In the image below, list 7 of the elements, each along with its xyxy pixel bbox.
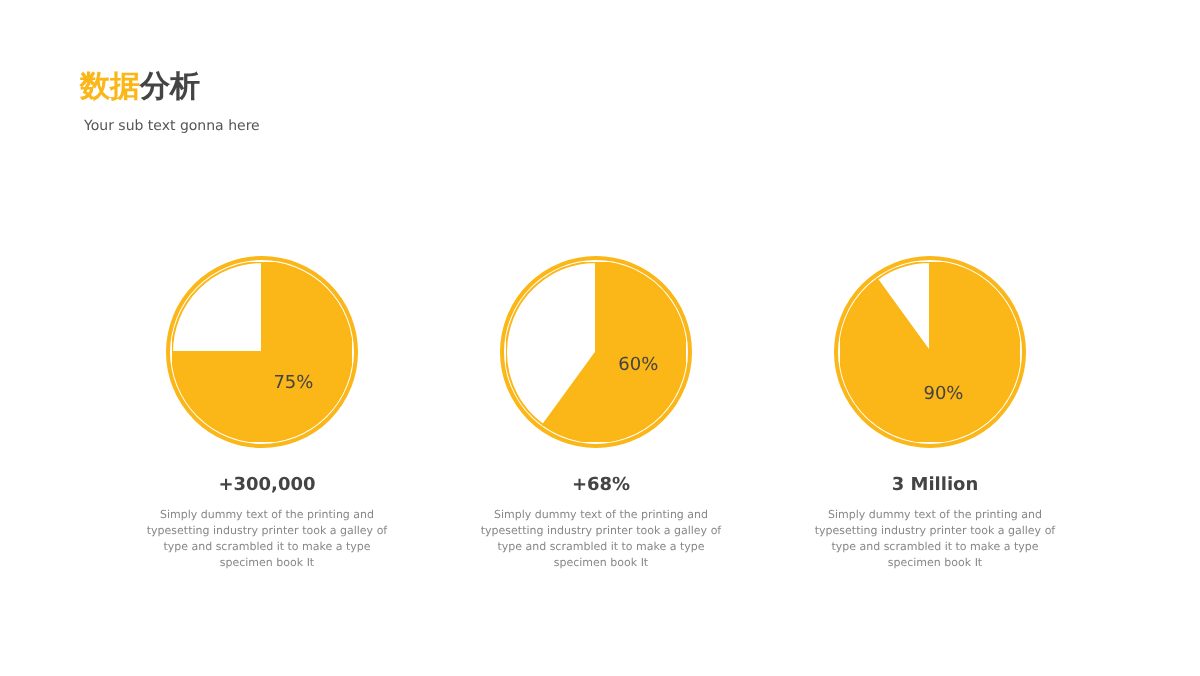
text: +300,000 xyxy=(216,476,318,496)
text: +68% xyxy=(569,476,633,496)
data-label: 75% xyxy=(273,373,315,394)
text: 3 Million xyxy=(889,476,981,496)
chart-title: 数据分析 xyxy=(80,68,202,106)
data-label: 90% xyxy=(923,384,965,405)
data-label: 60% xyxy=(618,355,660,376)
